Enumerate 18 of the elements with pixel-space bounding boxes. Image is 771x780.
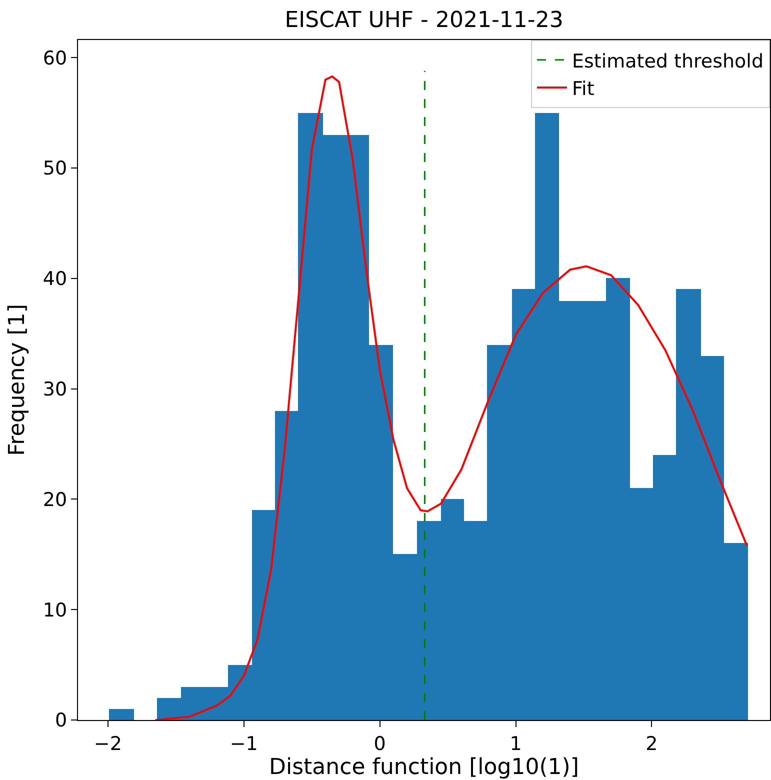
x-tick-label: 0 — [374, 732, 386, 755]
x-tick-label: −2 — [94, 732, 122, 755]
legend-label: Estimated threshold — [572, 50, 764, 72]
y-tick-label: 40 — [42, 268, 68, 290]
y-tick-label: 50 — [42, 158, 68, 180]
y-tick-label: 20 — [42, 488, 68, 511]
y-tick-label: 30 — [42, 378, 68, 400]
line-series — [154, 75, 748, 720]
y-tick-label: 60 — [42, 47, 68, 70]
x-tick-label: 1 — [510, 732, 522, 755]
chart-title: EISCAT UHF - 2021-11-23 — [284, 8, 564, 34]
legend-label: Fit — [572, 78, 594, 100]
x-axis-title: Distance function [log10(1)] — [269, 755, 579, 780]
y-tick-label: 0 — [55, 710, 68, 732]
y-axis-title: Frequency [1] — [4, 304, 30, 456]
y-tick-label: 10 — [42, 599, 68, 622]
x-tick-label: 2 — [646, 732, 658, 755]
x-tick-label: −1 — [230, 732, 258, 755]
